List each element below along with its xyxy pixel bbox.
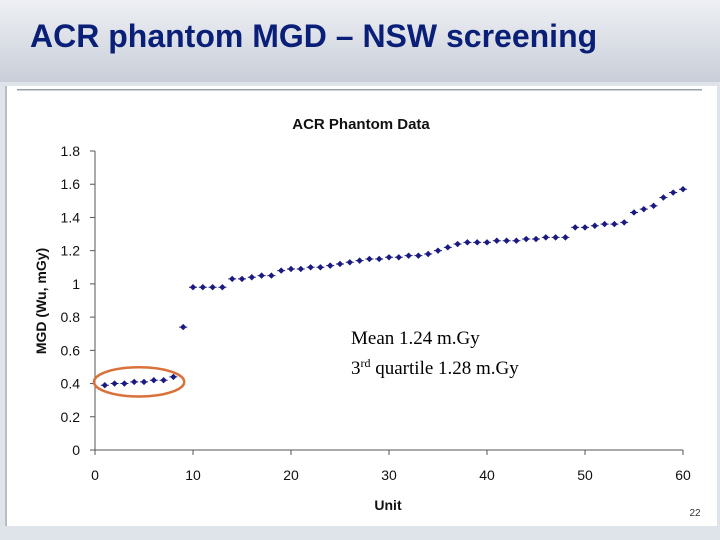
y-tick-label: 0.8 [61, 309, 81, 325]
data-point [590, 222, 599, 229]
data-point [414, 252, 423, 259]
data-point [630, 209, 638, 216]
y-tick-label: 0.2 [61, 409, 81, 425]
slide-title: ACR phantom MGD – NSW screening [30, 18, 598, 54]
x-tick-label: 50 [577, 467, 593, 483]
data-point [316, 264, 325, 271]
data-point [492, 237, 501, 244]
data-point [336, 260, 344, 268]
chart-frame: ACR Phantom Data 0 0.2 0.4 0.6 0.8 1 1.2 1.4 1.6… [5, 86, 717, 526]
data-point [532, 235, 540, 243]
data-point [473, 239, 482, 246]
data-point [424, 250, 433, 258]
data-point [522, 235, 531, 243]
data-point [287, 265, 295, 273]
data-point [561, 234, 570, 241]
data-point [649, 202, 658, 210]
data-point [375, 255, 384, 263]
data-point [257, 272, 266, 279]
mean-annotation: Mean 1.24 m.Gy [351, 328, 480, 349]
y-tick-label: 1.8 [61, 143, 81, 159]
data-point [140, 378, 148, 386]
y-tick-label: 0.4 [61, 376, 81, 392]
data-points [100, 186, 687, 389]
data-point [443, 244, 452, 251]
title-band: ACR phantom MGD – NSW screening [0, 0, 720, 82]
data-point [679, 186, 687, 193]
data-point [120, 380, 129, 387]
data-point [247, 274, 256, 281]
data-point [355, 257, 364, 264]
data-point [365, 255, 374, 263]
quartile-annotation: 3rd quartile 1.28 m.Gy [351, 356, 519, 379]
data-point [149, 377, 158, 384]
data-point [453, 240, 462, 248]
y-axis-title: MGD (Wu, mGy) [33, 248, 49, 354]
data-point [394, 254, 403, 261]
data-point [267, 272, 276, 279]
data-point [385, 254, 393, 261]
scatter-chart: ACR Phantom Data 0 0.2 0.4 0.6 0.8 1 1.2 1.4 1.6… [17, 89, 702, 519]
data-point [189, 284, 197, 291]
data-point [669, 189, 678, 196]
data-point [620, 219, 629, 226]
axes: 0 0.2 0.4 0.6 0.8 1 1.2 1.4 1.6 1.8 0 10 20 30 40 50 60 [61, 143, 691, 483]
data-point [463, 239, 472, 246]
data-point [512, 237, 521, 244]
data-point [345, 259, 354, 266]
data-point [100, 382, 109, 389]
data-point [296, 265, 305, 273]
y-tick-label: 0 [72, 442, 80, 458]
data-point [639, 205, 648, 213]
data-point [600, 220, 609, 228]
x-tick-label: 10 [185, 467, 201, 483]
data-point [326, 262, 335, 269]
x-tick-label: 40 [479, 467, 495, 483]
x-tick-label: 20 [283, 467, 299, 483]
top-rule [17, 89, 702, 91]
data-point [659, 194, 668, 201]
y-tick-label: 1.2 [61, 243, 81, 259]
highlight-ellipse [92, 366, 186, 398]
data-point [434, 247, 442, 254]
data-point [198, 284, 207, 291]
x-tick-label: 0 [91, 467, 99, 483]
chart-title: ACR Phantom Data [292, 116, 430, 133]
x-tick-label: 60 [675, 467, 691, 483]
data-point [277, 267, 286, 274]
x-axis-title: Unit [374, 497, 402, 513]
data-point [610, 220, 619, 228]
data-point [130, 378, 139, 386]
x-tick-label: 30 [381, 467, 397, 483]
data-point [551, 234, 560, 241]
y-tick-label: 1 [72, 276, 80, 292]
data-point [218, 284, 227, 291]
data-point [581, 224, 589, 231]
data-point [306, 264, 315, 271]
y-tick-label: 1.6 [61, 176, 81, 192]
data-point [238, 275, 246, 283]
data-point [208, 284, 217, 291]
y-tick-label: 0.6 [61, 342, 81, 358]
data-point [110, 380, 119, 387]
slide-number: 22 [689, 508, 701, 519]
data-point [502, 237, 511, 244]
data-point [541, 234, 550, 241]
data-point [483, 239, 491, 246]
data-point [169, 373, 178, 381]
data-point [571, 224, 580, 231]
y-tick-label: 1.4 [61, 209, 81, 225]
data-point [179, 323, 188, 331]
data-point [159, 377, 168, 384]
data-point [404, 252, 413, 259]
data-point [228, 275, 237, 283]
